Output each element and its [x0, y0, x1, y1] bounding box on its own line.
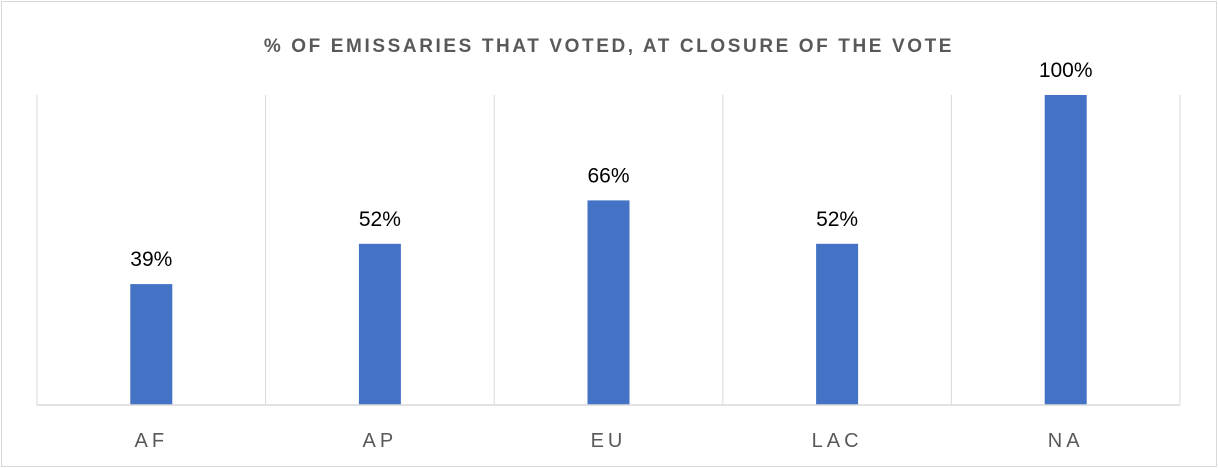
bar-ap: [358, 243, 401, 405]
data-labels: 39% 52% 66% 52% 100%: [130, 59, 1092, 271]
data-label-af: 39%: [130, 248, 172, 271]
tick-label-na: NA: [1048, 430, 1084, 452]
bar-na: [1044, 95, 1087, 405]
data-label-ap: 52%: [359, 208, 401, 231]
bar-lac: [816, 243, 859, 405]
data-label-eu: 66%: [587, 164, 629, 187]
bar-af: [130, 284, 173, 405]
bar-eu: [587, 200, 630, 405]
gridlines: [36, 95, 1181, 405]
tick-label-lac: LAC: [812, 430, 863, 452]
tick-label-af: AF: [135, 430, 169, 452]
tick-label-eu: EU: [591, 430, 627, 452]
bars: [130, 95, 1087, 405]
tick-label-ap: AP: [363, 430, 398, 452]
x-axis-tick-labels: AF AP EU LAC NA: [135, 430, 1084, 452]
data-label-lac: 52%: [816, 208, 858, 231]
data-label-na: 100%: [1039, 59, 1093, 82]
chart-title: % OF EMISSARIES THAT VOTED, AT CLOSURE O…: [263, 36, 955, 57]
